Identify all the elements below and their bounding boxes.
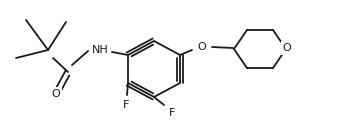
Text: O: O	[52, 89, 61, 99]
Text: F: F	[169, 108, 175, 118]
Text: F: F	[123, 100, 129, 110]
Text: O: O	[282, 43, 291, 53]
Text: O: O	[198, 42, 206, 52]
Text: NH: NH	[92, 45, 108, 55]
